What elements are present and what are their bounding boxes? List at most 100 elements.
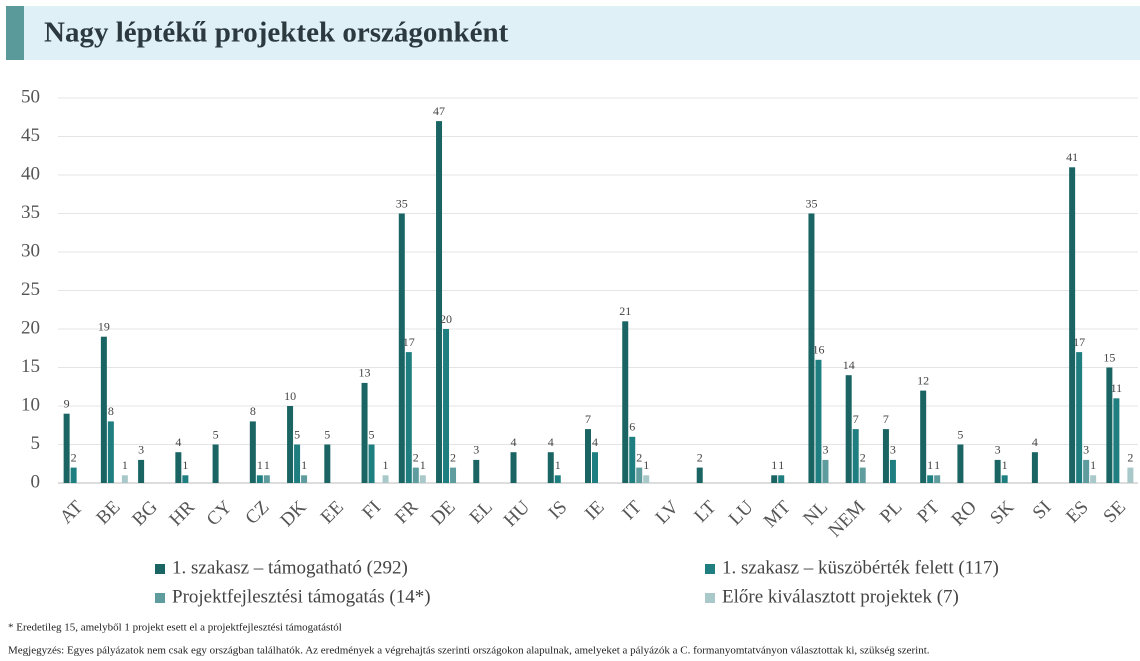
bar: [636, 467, 643, 483]
value-label: 9: [64, 396, 70, 410]
bar: [920, 390, 927, 483]
bar: [957, 444, 964, 483]
value-label: 10: [284, 389, 296, 403]
value-label: 15: [1103, 350, 1115, 364]
bar: [249, 421, 256, 483]
bar: [1127, 467, 1134, 483]
x-tick-label: LT: [690, 496, 720, 526]
bar: [882, 429, 889, 483]
bar: [592, 452, 598, 483]
value-label: 4: [175, 435, 181, 449]
legend-swatch: [705, 564, 715, 574]
bar: [294, 444, 301, 483]
legend-swatch: [155, 593, 165, 603]
value-label: 4: [592, 435, 598, 449]
x-tick-label: SK: [986, 497, 1018, 529]
x-tick-label: LU: [725, 497, 758, 530]
value-label: 14: [843, 358, 855, 372]
legend-label: 1. szakasz – támogatható (292): [172, 557, 408, 578]
bar: [263, 475, 270, 483]
value-label: 17: [1073, 335, 1085, 349]
x-tick-label: IE: [581, 497, 609, 525]
value-label: 35: [396, 196, 408, 210]
value-label: 2: [1127, 450, 1133, 464]
x-tick-label: AT: [56, 496, 88, 528]
value-label: 1: [643, 458, 649, 472]
value-label: 1: [1090, 458, 1096, 472]
value-label: 41: [1066, 150, 1078, 164]
value-label: 2: [71, 450, 77, 464]
bar: [622, 321, 629, 483]
bar: [808, 213, 815, 483]
bar: [443, 329, 450, 483]
bar: [1076, 352, 1083, 483]
bar: [301, 475, 308, 483]
legend-label: 1. szakasz – küszöbérték felett (117): [722, 557, 999, 578]
value-label: 1: [771, 458, 777, 472]
bar: [107, 421, 114, 483]
x-tick-label: DE: [427, 497, 460, 530]
y-tick-label: 0: [31, 471, 41, 492]
value-label: 12: [917, 373, 929, 387]
value-label: 4: [1032, 435, 1038, 449]
value-label: 2: [697, 450, 703, 464]
bar: [554, 475, 561, 483]
bar: [450, 467, 457, 483]
value-label: 3: [473, 443, 479, 457]
bar: [382, 475, 389, 483]
bar: [405, 352, 412, 483]
value-label: 21: [619, 304, 631, 318]
value-label: 8: [250, 404, 256, 418]
x-tick-label: SI: [1029, 497, 1056, 524]
y-tick-label: 15: [21, 356, 40, 377]
value-label: 1: [778, 458, 784, 472]
x-tick-label: HR: [165, 497, 199, 531]
bar: [1001, 475, 1008, 483]
value-label: 5: [213, 427, 219, 441]
legend-swatch: [155, 564, 165, 574]
bar: [182, 475, 189, 483]
bar: [510, 452, 517, 483]
value-label: 6: [629, 420, 635, 434]
bar: [696, 467, 703, 483]
title-banner: [6, 6, 1140, 60]
x-tick-label: PL: [876, 497, 907, 528]
bar: [889, 459, 896, 483]
footnote: * Eredetileg 15, amelyből 1 projekt eset…: [8, 622, 342, 634]
x-tick-label: SE: [1099, 497, 1130, 528]
value-label: 1: [934, 458, 940, 472]
chart-title: Nagy léptékű projektek országonként: [44, 17, 509, 49]
value-label: 2: [860, 450, 866, 464]
value-label: 4: [511, 435, 517, 449]
x-tick-label: IT: [618, 496, 646, 524]
value-label: 1: [301, 458, 307, 472]
bar: [287, 406, 294, 483]
value-label: 1: [264, 458, 270, 472]
bar: [1083, 459, 1090, 483]
bar: [63, 413, 70, 483]
y-tick-label: 10: [21, 394, 40, 415]
value-label: 2: [450, 450, 456, 464]
x-tick-label: ES: [1062, 497, 1093, 528]
bar: [419, 475, 426, 483]
bar: [643, 475, 650, 483]
value-label: 17: [403, 335, 415, 349]
x-tick-label: RO: [948, 497, 982, 531]
x-tick-label: CY: [203, 497, 237, 531]
y-tick-label: 45: [21, 125, 40, 146]
x-tick-label: FR: [391, 497, 423, 529]
y-tick-label: 20: [21, 317, 40, 338]
bar: [398, 213, 405, 483]
bar: [845, 375, 852, 483]
note: Megjegyzés: Egyes pályázatok nem csak eg…: [8, 645, 930, 657]
bar: [629, 436, 636, 483]
bar: [121, 475, 128, 483]
bar: [138, 459, 145, 483]
value-label: 5: [294, 427, 300, 441]
bar: [1069, 167, 1076, 484]
x-tick-label: BE: [92, 497, 124, 529]
title-accent: [6, 6, 24, 60]
bar: [473, 459, 480, 483]
value-label: 8: [108, 404, 114, 418]
